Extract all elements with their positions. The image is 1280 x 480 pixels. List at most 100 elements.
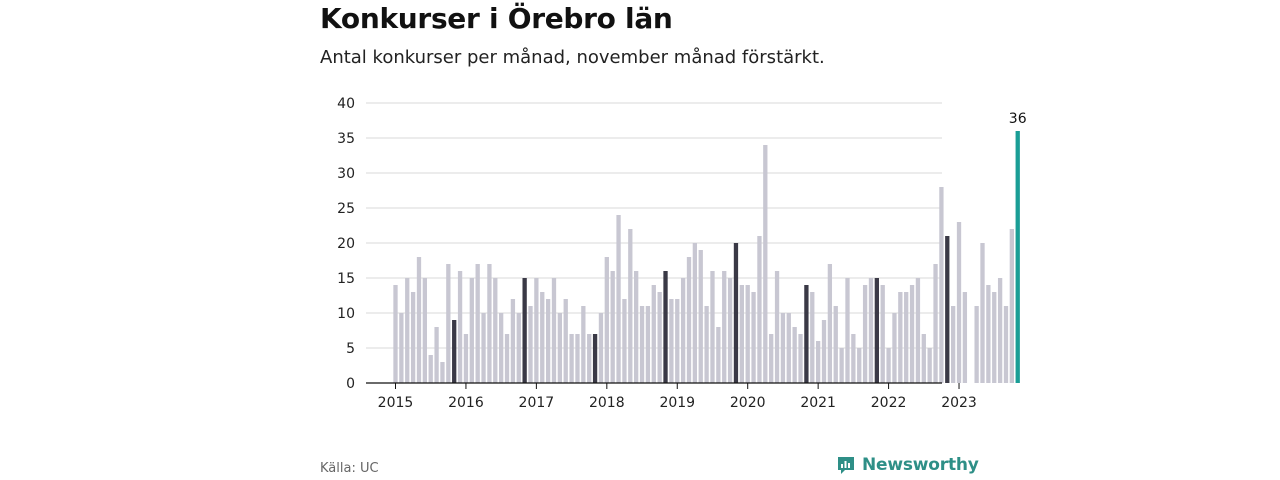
bar bbox=[745, 285, 750, 383]
bar bbox=[815, 341, 821, 383]
bar bbox=[651, 285, 656, 383]
x-tick-label: 2021 bbox=[800, 395, 836, 411]
x-tick-label: 2019 bbox=[659, 395, 695, 411]
bars bbox=[366, 131, 1020, 384]
bar bbox=[763, 145, 768, 383]
y-tick-label: 25 bbox=[337, 201, 355, 217]
chart-subtitle: Antal konkurser per månad, november måna… bbox=[320, 47, 825, 68]
bar-chart-logo-icon bbox=[838, 457, 854, 474]
bar bbox=[774, 271, 780, 383]
bar bbox=[657, 292, 662, 383]
bar bbox=[493, 278, 498, 383]
bar bbox=[557, 313, 563, 383]
bar bbox=[669, 299, 674, 383]
bar bbox=[904, 292, 909, 383]
bar bbox=[798, 334, 803, 383]
bar bbox=[733, 243, 739, 383]
bar bbox=[410, 292, 416, 383]
bar bbox=[915, 278, 921, 383]
bar bbox=[481, 313, 486, 383]
bar bbox=[440, 362, 445, 383]
y-tick-label: 5 bbox=[346, 341, 355, 357]
bar bbox=[833, 306, 838, 383]
bar bbox=[716, 327, 721, 383]
bar bbox=[610, 271, 615, 383]
bar bbox=[851, 334, 856, 383]
x-tick-label: 2015 bbox=[378, 395, 414, 411]
bar-chart: 0 5 10 15 20 25 30 35 40 2015 2016 2017 2018 2019 202… bbox=[337, 96, 1027, 411]
bar bbox=[686, 257, 692, 383]
bar bbox=[909, 285, 915, 383]
bar bbox=[810, 292, 815, 383]
bar bbox=[463, 334, 469, 383]
y-axis-ticks: 0 5 10 15 20 25 30 35 40 bbox=[337, 96, 355, 392]
bar bbox=[727, 278, 733, 383]
x-axis-ticks: 2015 2016 2017 2018 2019 2020 2021 2022 2023 bbox=[378, 383, 977, 411]
x-tick-label: 2020 bbox=[730, 395, 766, 411]
bar bbox=[416, 257, 422, 383]
source-note: Källa: UC bbox=[320, 461, 379, 476]
y-tick-label: 0 bbox=[346, 376, 355, 392]
bar bbox=[986, 285, 991, 383]
bar bbox=[581, 306, 586, 383]
bar bbox=[499, 313, 504, 383]
y-tick-label: 20 bbox=[337, 236, 355, 252]
bar bbox=[616, 215, 621, 383]
bar bbox=[704, 306, 709, 383]
bar bbox=[956, 222, 962, 383]
bar bbox=[821, 320, 827, 383]
bar bbox=[1015, 131, 1020, 383]
bar bbox=[804, 285, 809, 383]
chart-title: Konkurser i Örebro län bbox=[320, 2, 673, 35]
bar bbox=[540, 292, 545, 383]
bar bbox=[827, 264, 833, 383]
bar bbox=[980, 243, 985, 383]
bar bbox=[1003, 306, 1009, 383]
bar bbox=[751, 292, 756, 383]
bar bbox=[722, 271, 727, 383]
bar bbox=[874, 278, 879, 383]
bar bbox=[628, 229, 633, 383]
bar bbox=[792, 327, 797, 383]
bar bbox=[534, 278, 539, 383]
bar bbox=[428, 355, 433, 383]
bar bbox=[645, 306, 651, 383]
bar bbox=[710, 271, 715, 383]
bar bbox=[545, 299, 551, 383]
bar bbox=[839, 348, 844, 383]
bar bbox=[522, 278, 527, 383]
bar bbox=[405, 278, 410, 383]
bar bbox=[739, 285, 744, 383]
bar bbox=[892, 313, 897, 383]
bar bbox=[898, 292, 903, 383]
bar bbox=[663, 271, 668, 383]
bar bbox=[528, 306, 533, 383]
y-tick-label: 15 bbox=[337, 271, 355, 287]
bar bbox=[927, 348, 932, 383]
bar bbox=[393, 285, 398, 383]
bar bbox=[780, 313, 786, 383]
latest-value-label: 36 bbox=[1009, 111, 1027, 127]
bar bbox=[457, 271, 463, 383]
bar bbox=[592, 334, 598, 383]
bar bbox=[598, 313, 604, 383]
y-tick-label: 35 bbox=[337, 131, 355, 147]
y-tick-label: 40 bbox=[337, 96, 355, 112]
bar bbox=[933, 264, 938, 383]
bar bbox=[587, 334, 592, 383]
bar bbox=[604, 257, 609, 383]
bar bbox=[921, 334, 926, 383]
bar bbox=[475, 264, 480, 383]
bar bbox=[769, 334, 774, 383]
bar bbox=[504, 334, 510, 383]
bar bbox=[945, 236, 950, 383]
bar bbox=[563, 299, 568, 383]
bar bbox=[452, 320, 457, 383]
bar bbox=[575, 334, 580, 383]
bar bbox=[516, 313, 521, 383]
y-tick-label: 30 bbox=[337, 166, 355, 182]
x-tick-label: 2016 bbox=[448, 395, 484, 411]
bar bbox=[422, 278, 427, 383]
bar bbox=[997, 278, 1003, 383]
bar bbox=[434, 327, 439, 383]
